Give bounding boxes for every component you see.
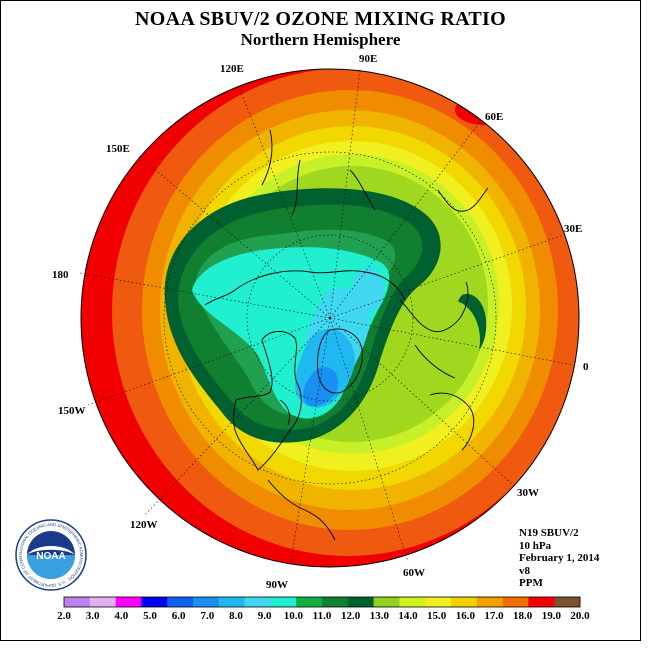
colorbar-cell xyxy=(399,597,426,607)
colorbar: 2.0 3.0 4.0 5.0 6.0 7.0 8.0 9.0 10.0 11.0 12.0 13.0… xyxy=(57,596,590,622)
colorbar-cell xyxy=(296,597,323,607)
meridian-30w xyxy=(329,317,516,488)
lon-label-120w: 120W xyxy=(130,519,158,531)
colorbar-cell xyxy=(322,597,349,607)
coastline-greenland xyxy=(317,328,363,394)
meridian-60w xyxy=(329,317,409,563)
lon-label-90e: 90E xyxy=(359,53,377,65)
colorbar-cell xyxy=(167,597,194,607)
coastline-india xyxy=(437,187,489,212)
meridian-120w xyxy=(144,317,331,516)
coastline-europe xyxy=(399,281,469,379)
colorbar-tick-label: 5.0 xyxy=(143,610,157,622)
colorbar-tick-label: 20.0 xyxy=(570,610,590,622)
lon-label-180: 180 xyxy=(52,269,69,281)
colorbar-tick-label: 13.0 xyxy=(370,610,390,622)
meridian-90e xyxy=(329,69,361,319)
colorbar-tick-label: 14.0 xyxy=(398,610,418,622)
coastline-siberia xyxy=(204,270,406,306)
coastline-central-america xyxy=(267,479,336,541)
colorbar-cell xyxy=(528,597,555,607)
lon-label-0: 0 xyxy=(583,361,589,373)
colorbar-cell xyxy=(115,597,142,607)
colorbar-cell xyxy=(89,597,116,607)
latitude-circle-2 xyxy=(163,151,497,485)
logo-text: NOAA xyxy=(36,551,65,562)
colorbar-frame xyxy=(63,596,581,608)
colorbar-tick-label: 10.0 xyxy=(284,610,304,622)
coastline-africa xyxy=(429,392,475,451)
colorbar-tick-label: 15.0 xyxy=(427,610,447,622)
colorbar-cell xyxy=(218,597,245,607)
band-sky-2 xyxy=(352,268,384,312)
colorbar-tick-label: 8.0 xyxy=(229,610,243,622)
lon-label-90w: 90W xyxy=(266,579,288,591)
lon-label-60w: 60W xyxy=(403,567,425,579)
colorbar-cell xyxy=(451,597,478,607)
meridian-150w xyxy=(87,317,331,406)
colorbar-cell xyxy=(373,597,400,607)
map-rim xyxy=(80,68,580,568)
colorbar-tick-label: 3.0 xyxy=(86,610,100,622)
colorbar-cell xyxy=(347,597,374,607)
units-label: PPM xyxy=(519,577,543,589)
lon-label-30w: 30W xyxy=(517,487,539,499)
band-mid-green-3 xyxy=(420,300,480,380)
coastline-hudson xyxy=(279,399,291,426)
colorbar-cell xyxy=(64,597,91,607)
colorbar-tick-label: 18.0 xyxy=(513,610,533,622)
colorbar-tick-label: 19.0 xyxy=(542,610,562,622)
pressure-level-label: 10 hPa xyxy=(519,539,552,552)
colorbar-cell xyxy=(425,597,452,607)
colorbar-tick-label: 11.0 xyxy=(313,610,332,622)
lon-label-60e: 60E xyxy=(485,111,503,123)
coastline-asia-east xyxy=(261,129,376,216)
latitude-circle-1 xyxy=(246,234,414,402)
meridian-60e xyxy=(329,121,481,319)
continents xyxy=(204,129,489,541)
lon-label-150e: 150E xyxy=(106,143,130,155)
version-label: v8 xyxy=(519,564,530,577)
colorbar-tick-label: 4.0 xyxy=(114,610,128,622)
ozone-field xyxy=(81,69,579,567)
colorbar-tick-label: 9.0 xyxy=(258,610,272,622)
colorbar-cell xyxy=(502,597,529,607)
colorbar-ticks: 2.0 3.0 4.0 5.0 6.0 7.0 8.0 9.0 10.0 11.0 12.0 13.0… xyxy=(57,610,590,622)
colorbar-tick-label: 2.0 xyxy=(57,610,71,622)
colorbar-cell xyxy=(141,597,168,607)
meridian-30e xyxy=(329,233,567,319)
noaa-logo-icon: NOAA NATIONAL OCEANIC AND ATMOSPHERIC AD… xyxy=(14,518,87,591)
colorbar-cell xyxy=(476,597,503,607)
satellite-label: N19 SBUV/2 xyxy=(519,527,579,539)
graticule xyxy=(79,69,579,568)
lon-label-150w: 150W xyxy=(58,405,86,417)
colorbar-tick-label: 17.0 xyxy=(484,610,504,622)
lon-label-30e: 30E xyxy=(564,223,582,235)
colorbar-cell xyxy=(193,597,220,607)
colorbar-tick-label: 16.0 xyxy=(456,610,476,622)
band-deep-blue xyxy=(303,366,339,407)
date-label: February 1, 2014 xyxy=(519,552,600,564)
colorbar-tick-label: 12.0 xyxy=(341,610,361,622)
colorbar-cell xyxy=(554,597,581,607)
figure-frame xyxy=(0,0,641,641)
page-title: NOAA SBUV/2 OZONE MIXING RATIO xyxy=(135,8,506,30)
colorbar-cell xyxy=(244,597,271,607)
colorbar-cells xyxy=(63,596,581,608)
metadata-block: N19 SBUV/2 10 hPa February 1, 2014 v8 PP… xyxy=(519,527,599,590)
colorbar-tick-label: 6.0 xyxy=(172,610,186,622)
page-subtitle: Northern Hemisphere xyxy=(240,30,401,49)
colorbar-tick-label: 7.0 xyxy=(200,610,214,622)
longitude-labels: 90E 60E 30E 0 30W 60W 90W 120W 150W 180 … xyxy=(52,53,589,591)
lon-label-120e: 120E xyxy=(220,63,244,75)
colorbar-cell xyxy=(270,597,297,607)
